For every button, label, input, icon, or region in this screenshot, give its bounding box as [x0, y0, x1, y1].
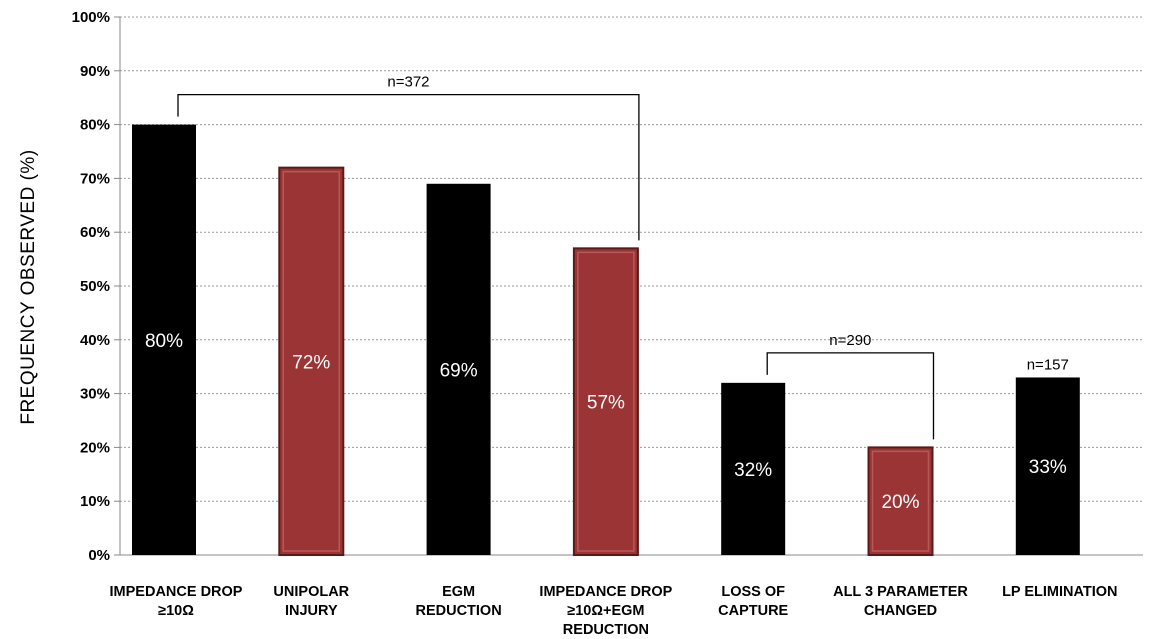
n-annotation: n=157: [1027, 356, 1069, 373]
category-label-line: CAPTURE: [718, 603, 788, 619]
bar-highlight: [577, 251, 635, 552]
category-label-line: UNIPOLAR: [273, 584, 349, 600]
category-label: EGM REDUCTION: [415, 584, 501, 619]
category-label: UNIPOLAR INJURY: [273, 584, 349, 619]
y-axis-ticks: 0% 10% 20% 30% 40% 50% 60% 70% 80% 90% 100%: [72, 9, 120, 564]
bar: [572, 247, 639, 556]
data-label: 80%: [145, 331, 183, 352]
y-tick-label: 70%: [80, 170, 110, 187]
n-annotation: n=290: [829, 332, 871, 349]
bar: [1015, 377, 1080, 555]
data-label: 69%: [440, 360, 478, 381]
y-tick-label: 30%: [80, 386, 110, 403]
n-annotation: n=372: [387, 74, 429, 91]
data-label: 32%: [734, 460, 772, 481]
y-tick-label: 50%: [80, 278, 110, 295]
gridlines: [120, 16, 1143, 502]
bar: [426, 183, 491, 555]
category-label: IMPEDANCE DROP ≥10Ω+EGM REDUCTION: [539, 584, 672, 638]
category-label-line: CHANGED: [864, 603, 937, 619]
bar-highlight: [282, 170, 341, 552]
category-label-line: ≥10Ω: [158, 603, 194, 619]
bar: [132, 124, 196, 555]
bar: [867, 446, 934, 556]
bar: [278, 166, 345, 556]
y-tick-label: 90%: [80, 63, 110, 80]
category-label-line: REDUCTION: [563, 622, 649, 638]
category-label: IMPEDANCE DROP ≥10Ω: [110, 584, 243, 619]
data-label: 33%: [1029, 457, 1067, 478]
annotations: n=372 n=290 n=157: [177, 74, 1069, 440]
category-label-line: LOSS OF: [721, 584, 785, 600]
bar-highlight: [871, 450, 930, 552]
y-tick-label: 0%: [88, 547, 110, 564]
category-label-line: ALL 3 PARAMETER: [833, 584, 968, 600]
y-axis-label: FREQUENCY OBSERVED (%): [18, 149, 39, 424]
category-label-line: REDUCTION: [415, 603, 501, 619]
bracket: [177, 93, 640, 241]
category-label-line: IMPEDANCE DROP: [110, 584, 243, 600]
bar: [721, 382, 786, 555]
x-axis-categories: IMPEDANCE DROP ≥10Ω UNIPOLAR INJURY EGM REDUC…: [110, 584, 1118, 638]
category-label: LP ELIMINATION: [1002, 584, 1117, 600]
category-label-line: LP ELIMINATION: [1002, 584, 1117, 600]
category-label-line: IMPEDANCE DROP: [539, 584, 672, 600]
data-label: 72%: [292, 352, 330, 373]
y-tick-label: 20%: [80, 439, 110, 456]
y-tick-label: 40%: [80, 332, 110, 349]
y-tick-label: 60%: [80, 224, 110, 241]
category-label: LOSS OF CAPTURE: [718, 584, 788, 619]
y-tick-label: 80%: [80, 117, 110, 134]
category-label-line: ≥10Ω+EGM: [567, 603, 644, 619]
data-label: 20%: [881, 492, 919, 513]
category-label-line: EGM: [442, 584, 475, 600]
bracket: [766, 352, 935, 440]
bars: 80% 72% 69% 57% 32% 20% 33%: [132, 124, 1080, 556]
category-label-line: INJURY: [285, 603, 338, 619]
category-label: ALL 3 PARAMETER CHANGED: [833, 584, 968, 619]
y-tick-label: 10%: [80, 493, 110, 510]
y-tick-label: 100%: [72, 9, 110, 26]
data-label: 57%: [587, 393, 625, 414]
